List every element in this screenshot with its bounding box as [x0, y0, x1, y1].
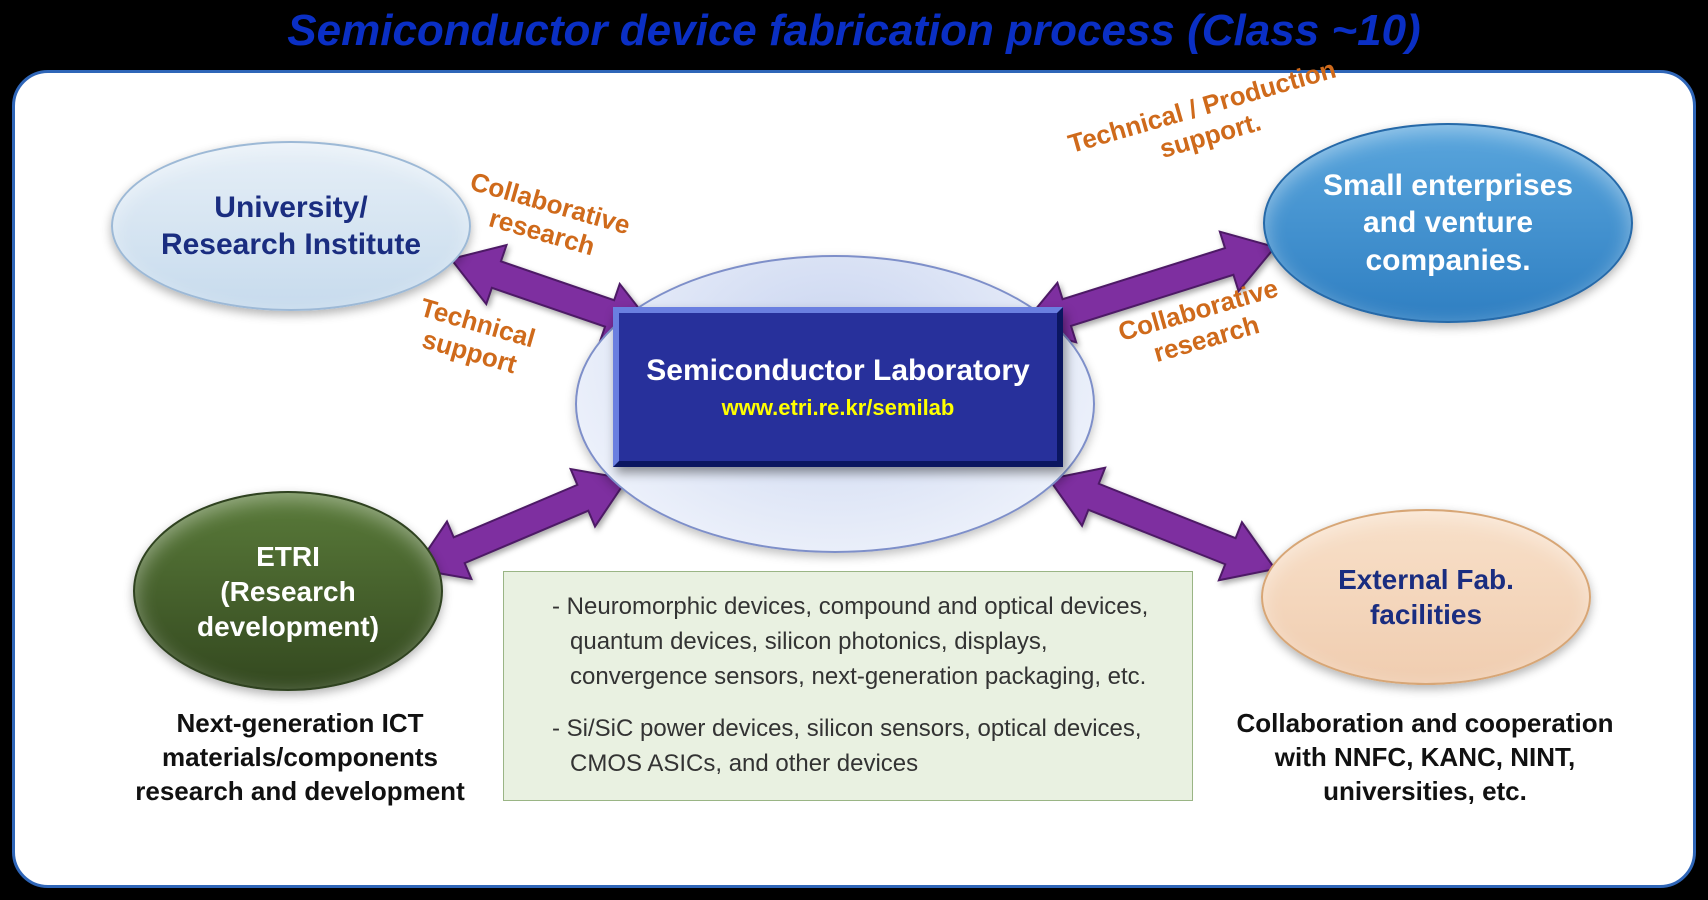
subtext-etri-l3: research and development — [85, 775, 515, 809]
subtext-external-l3: universities, etc. — [1175, 775, 1675, 809]
semiconductor-lab-box: Semiconductor Laboratory www.etri.re.kr/… — [613, 307, 1063, 467]
node-university-l2: Research Institute — [161, 226, 421, 264]
page-title: Semiconductor device fabrication process… — [0, 6, 1708, 56]
info-box-item-2: - Si/SiC power devices, silicon sensors,… — [530, 712, 1166, 782]
node-sme-l2: and venture — [1323, 204, 1573, 242]
subtext-external-l1: Collaboration and cooperation — [1175, 707, 1675, 741]
info-box: - Neuromorphic devices, compound and opt… — [503, 571, 1193, 801]
node-university-l1: University/ — [161, 189, 421, 227]
node-etri: ETRI (Research development) — [133, 491, 443, 691]
annot-collaborative-research-tr: Collaborative research — [1115, 274, 1290, 377]
node-university: University/ Research Institute — [111, 141, 471, 311]
subtext-etri-l2: materials/components — [85, 741, 515, 775]
main-panel: Semiconductor Laboratory www.etri.re.kr/… — [12, 70, 1696, 888]
subtext-external: Collaboration and cooperation with NNFC,… — [1175, 707, 1675, 808]
node-external-fab: External Fab. facilities — [1261, 509, 1591, 685]
subtext-etri-l1: Next-generation ICT — [85, 707, 515, 741]
arrow-to-etri — [415, 469, 627, 579]
node-etri-l1: ETRI — [197, 539, 379, 574]
center-title: Semiconductor Laboratory — [626, 353, 1049, 389]
node-etri-l2: (Research — [197, 574, 379, 609]
subtext-external-l2: with NNFC, KANC, NINT, — [1175, 741, 1675, 775]
node-sme-l3: companies. — [1323, 242, 1573, 280]
node-sme-l1: Small enterprises — [1323, 167, 1573, 205]
annot-technical-support-tl: Technical support — [409, 293, 539, 383]
node-sme: Small enterprises and venture companies. — [1263, 123, 1633, 323]
node-external-l1: External Fab. — [1338, 562, 1514, 597]
info-box-item-1: - Neuromorphic devices, compound and opt… — [530, 590, 1166, 694]
annot-collaborative-research-tl: Collaborative research — [459, 167, 634, 270]
node-external-l2: facilities — [1338, 597, 1514, 632]
node-etri-l3: development) — [197, 609, 379, 644]
arrow-to-external — [1049, 468, 1275, 580]
subtext-etri: Next-generation ICT materials/components… — [85, 707, 515, 808]
center-url: www.etri.re.kr/semilab — [722, 395, 955, 421]
